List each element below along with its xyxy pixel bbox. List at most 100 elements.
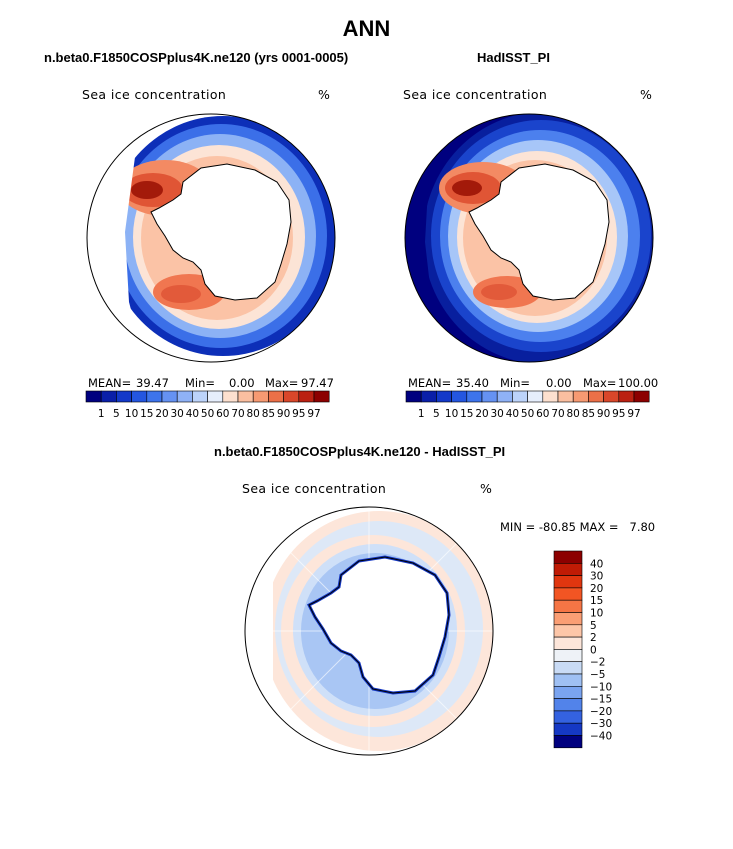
- colorbar-swatch: [451, 390, 468, 403]
- panel-1-variable: Sea ice concentration: [82, 87, 227, 102]
- colorbar-swatch: [481, 390, 498, 403]
- colorbar-tick-label: 97: [627, 408, 640, 420]
- colorbar-tick-label: 5: [433, 408, 440, 420]
- colorbar-swatch: [161, 390, 178, 403]
- colorbar-tick-label: 30: [491, 408, 504, 420]
- panel-2-min-label: Min=: [500, 376, 531, 390]
- colorbar-tick-label: 20: [590, 583, 603, 595]
- colorbar-tick-label: 20: [155, 408, 168, 420]
- colorbar-swatch: [553, 722, 583, 736]
- panel-2-mean-label: MEAN=: [408, 376, 452, 390]
- panel-1-max-label: Max=: [265, 376, 299, 390]
- panel-2-max-label: Max=: [583, 376, 617, 390]
- colorbar-tick-label: 0: [590, 644, 597, 656]
- colorbar-tick-label: 30: [171, 408, 184, 420]
- colorbar-swatch: [553, 735, 583, 749]
- colorbar-swatch: [405, 390, 422, 403]
- panel-2-units: %: [640, 87, 653, 102]
- colorbar-tick-label: −5: [590, 669, 605, 681]
- colorbar-tick-label: 15: [460, 408, 473, 420]
- panel-1-colorbar: 1 5 10 15 20 30 40 50 60 70 80 85 90 95 97: [85, 390, 330, 420]
- colorbar-swatch: [553, 575, 583, 589]
- colorbar-swatch: [131, 390, 148, 403]
- colorbar-tick-label: 50: [521, 408, 534, 420]
- panel-1-map: [86, 113, 336, 363]
- panel-1-min-value: 0.00: [229, 376, 255, 390]
- colorbar-tick-label: 1: [98, 408, 105, 420]
- colorbar-swatch: [633, 390, 650, 403]
- colorbar-swatch: [553, 599, 583, 613]
- colorbar-tick-label: 70: [231, 408, 244, 420]
- colorbar-tick-label: −30: [590, 718, 612, 730]
- colorbar-tick-label: 15: [140, 408, 153, 420]
- colorbar-tick-label: 15: [590, 595, 603, 607]
- colorbar-swatch: [283, 390, 300, 403]
- colorbar-tick-label: 40: [186, 408, 199, 420]
- panel-2-mean-value: 35.40: [456, 376, 489, 390]
- panel-2-variable: Sea ice concentration: [403, 87, 548, 102]
- panel-1-max-value: 97.47: [301, 376, 334, 390]
- colorbar-tick-label: 10: [125, 408, 138, 420]
- panel-2-max-value: 100.00: [618, 376, 659, 390]
- colorbar-swatch: [116, 390, 132, 403]
- colorbar-swatch: [192, 390, 208, 403]
- panel-2-min-value: 0.00: [546, 376, 572, 390]
- colorbar-tick-label: 20: [475, 408, 488, 420]
- colorbar-swatch: [222, 390, 239, 403]
- colorbar-swatch: [553, 612, 583, 626]
- colorbar-tick-label: 95: [612, 408, 625, 420]
- panel-2-title: HadISST_PI: [477, 50, 550, 65]
- panel-1-min-label: Min=: [185, 376, 216, 390]
- colorbar-tick-label: 80: [247, 408, 260, 420]
- colorbar-swatch: [512, 390, 528, 403]
- colorbar-swatch: [553, 636, 583, 650]
- colorbar-tick-label: 40: [590, 558, 603, 570]
- panel-3-variable: Sea ice concentration: [242, 481, 387, 496]
- colorbar-swatch: [553, 661, 583, 675]
- colorbar-swatch: [85, 390, 102, 403]
- colorbar-tick-label: −10: [590, 681, 612, 693]
- colorbar-swatch: [237, 390, 254, 403]
- panel-1-mean-label: MEAN=: [88, 376, 132, 390]
- colorbar-tick-label: 5: [113, 408, 120, 420]
- colorbar-tick-label: 2: [590, 632, 597, 644]
- colorbar-tick-label: 5: [590, 620, 597, 632]
- colorbar-swatch: [603, 390, 620, 403]
- panel-3-units: %: [480, 481, 493, 496]
- colorbar-swatch: [542, 390, 559, 403]
- colorbar-tick-label: −40: [590, 731, 612, 743]
- colorbar-swatch: [146, 390, 163, 403]
- colorbar-tick-label: 40: [506, 408, 519, 420]
- colorbar-tick-label: −15: [590, 694, 612, 706]
- colorbar-tick-label: 85: [582, 408, 595, 420]
- colorbar-tick-label: 1: [418, 408, 425, 420]
- colorbar-swatch: [553, 624, 583, 638]
- figure-title: ANN: [342, 16, 391, 41]
- colorbar-swatch: [466, 390, 483, 403]
- colorbar-swatch: [553, 563, 583, 576]
- colorbar-tick-label: −2: [590, 657, 605, 669]
- colorbar-swatch: [553, 550, 583, 564]
- colorbar-tick-label: 95: [292, 408, 305, 420]
- colorbar-swatch: [207, 390, 224, 403]
- colorbar-swatch: [313, 390, 330, 403]
- colorbar-swatch: [420, 390, 437, 403]
- colorbar-swatch: [268, 390, 284, 403]
- colorbar-tick-label: 97: [307, 408, 320, 420]
- panel-1-units: %: [318, 87, 331, 102]
- colorbar-swatch: [496, 390, 513, 403]
- panel-2-map: [404, 113, 654, 363]
- colorbar-tick-label: 50: [201, 408, 214, 420]
- colorbar-swatch: [553, 587, 583, 601]
- colorbar-tick-label: 10: [590, 608, 603, 620]
- colorbar-tick-label: 60: [536, 408, 549, 420]
- colorbar-swatch: [527, 390, 544, 403]
- colorbar-swatch: [553, 649, 583, 663]
- colorbar-swatch: [557, 390, 574, 403]
- panel-3-map: [244, 506, 494, 756]
- colorbar-tick-label: 90: [597, 408, 610, 420]
- colorbar-swatch: [553, 686, 583, 699]
- colorbar-swatch: [572, 390, 589, 403]
- panel-1-title: n.beta0.F1850COSPplus4K.ne120 (yrs 0001-…: [44, 50, 349, 65]
